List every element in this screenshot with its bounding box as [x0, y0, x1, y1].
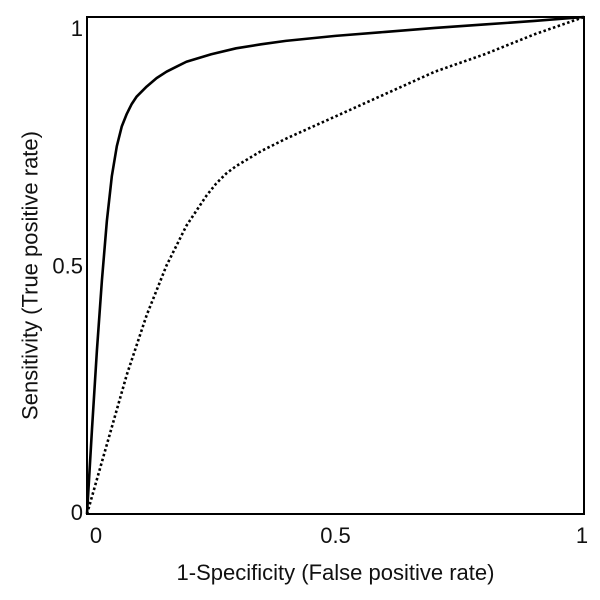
y-axis-label: Sensitivity (True positive rate) [18, 131, 43, 420]
x-axis-label: 1-Specificity (False positive rate) [177, 560, 495, 585]
roc-series-dotted-line [85, 15, 585, 515]
x-tick-label: 0 [90, 523, 102, 548]
series-layer [85, 15, 585, 515]
y-axis-ticks: 00.51 [52, 16, 83, 525]
y-tick-label: 1 [71, 16, 83, 41]
y-tick-label: 0 [71, 500, 83, 525]
x-axis-ticks: 0 0.5 1 [90, 523, 588, 548]
y-tick-label: 0.5 [52, 254, 83, 279]
plot-frame [86, 16, 585, 515]
x-tick-label: 1 [576, 523, 588, 548]
x-tick-label: 0.5 [320, 523, 351, 548]
roc-series-solid-line [85, 15, 585, 515]
